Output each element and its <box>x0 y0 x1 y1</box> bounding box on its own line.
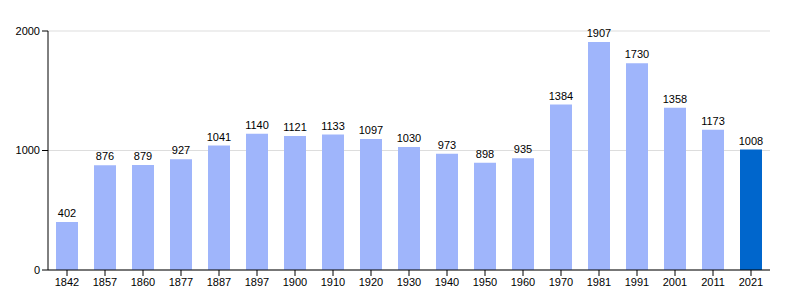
svg-text:1097: 1097 <box>359 124 383 136</box>
svg-text:1173: 1173 <box>701 115 725 127</box>
svg-text:1907: 1907 <box>587 27 611 39</box>
svg-text:1970: 1970 <box>549 276 573 288</box>
svg-text:1730: 1730 <box>625 48 649 60</box>
svg-text:1008: 1008 <box>739 135 763 147</box>
svg-text:1910: 1910 <box>321 276 345 288</box>
svg-text:927: 927 <box>172 144 190 156</box>
svg-text:1991: 1991 <box>625 276 649 288</box>
svg-text:1897: 1897 <box>245 276 269 288</box>
svg-text:1140: 1140 <box>245 119 269 131</box>
svg-text:876: 876 <box>96 150 114 162</box>
svg-text:1860: 1860 <box>131 276 155 288</box>
svg-text:1133: 1133 <box>321 120 345 132</box>
svg-text:1950: 1950 <box>473 276 497 288</box>
svg-text:2011: 2011 <box>701 276 725 288</box>
svg-text:0: 0 <box>34 264 40 276</box>
svg-text:1930: 1930 <box>397 276 421 288</box>
svg-text:1877: 1877 <box>169 276 193 288</box>
svg-text:2000: 2000 <box>16 25 40 37</box>
svg-text:1940: 1940 <box>435 276 459 288</box>
svg-text:1358: 1358 <box>663 93 687 105</box>
svg-text:1384: 1384 <box>549 90 573 102</box>
svg-text:1030: 1030 <box>397 132 421 144</box>
svg-text:1842: 1842 <box>55 276 79 288</box>
svg-text:1000: 1000 <box>16 144 40 156</box>
svg-text:973: 973 <box>438 139 456 151</box>
svg-text:898: 898 <box>476 148 494 160</box>
svg-text:1041: 1041 <box>207 131 231 143</box>
svg-text:1857: 1857 <box>93 276 117 288</box>
svg-text:402: 402 <box>58 207 76 219</box>
svg-text:879: 879 <box>134 150 152 162</box>
svg-text:2001: 2001 <box>663 276 687 288</box>
svg-text:1900: 1900 <box>283 276 307 288</box>
svg-text:935: 935 <box>514 143 532 155</box>
svg-text:1960: 1960 <box>511 276 535 288</box>
svg-text:1887: 1887 <box>207 276 231 288</box>
svg-text:1981: 1981 <box>587 276 611 288</box>
svg-text:1920: 1920 <box>359 276 383 288</box>
svg-text:1121: 1121 <box>283 121 307 133</box>
svg-text:2021: 2021 <box>739 276 763 288</box>
